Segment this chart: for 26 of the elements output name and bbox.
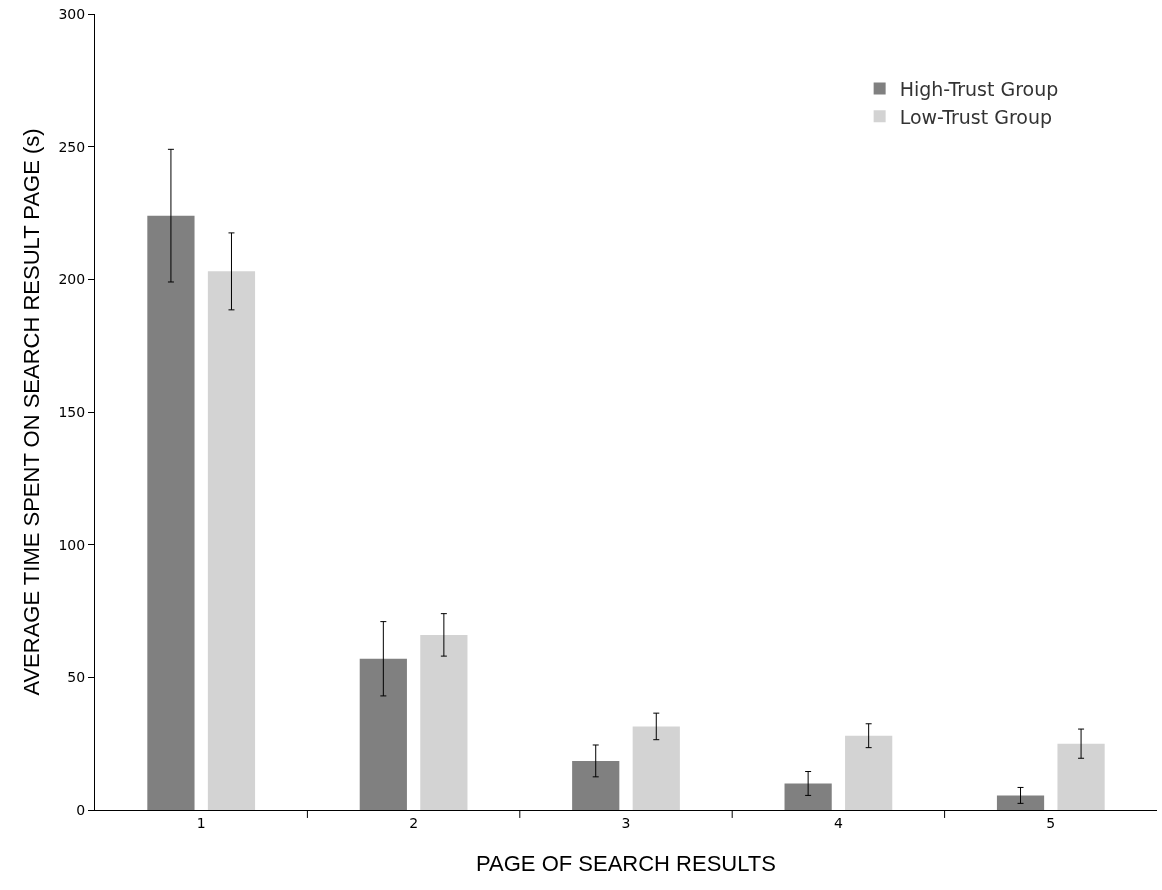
bar	[632, 726, 680, 810]
y-tick-label: 0	[76, 801, 86, 818]
bar	[1057, 743, 1105, 810]
y-tick-label: 250	[58, 138, 86, 155]
bar	[359, 658, 407, 810]
bar	[845, 735, 893, 810]
bar	[207, 271, 256, 810]
bar	[147, 215, 195, 810]
bar	[784, 783, 832, 810]
x-tick-label: 3	[621, 814, 631, 831]
y-tick-label: 150	[58, 403, 86, 420]
y-tick-label: 300	[58, 5, 86, 22]
bar	[420, 634, 468, 810]
y-axis-title: AVERAGE TIME SPENT ON SEARCH RESULT PAGE (s)	[19, 128, 45, 696]
x-tick-label: 2	[409, 814, 419, 831]
bar	[996, 795, 1045, 810]
x-axis-title: PAGE OF SEARCH RESULTS	[476, 850, 776, 876]
y-tick-label: 50	[67, 669, 86, 686]
y-tick-label: 100	[58, 536, 86, 553]
bar	[572, 760, 620, 810]
x-tick-label: 1	[196, 814, 206, 831]
legend-label: High-Trust Group	[899, 77, 1059, 100]
x-tick-label: 5	[1046, 814, 1056, 831]
x-tick-label: 4	[833, 814, 843, 831]
y-tick-label: 200	[58, 271, 86, 288]
legend-label: Low-Trust Group	[899, 105, 1053, 128]
